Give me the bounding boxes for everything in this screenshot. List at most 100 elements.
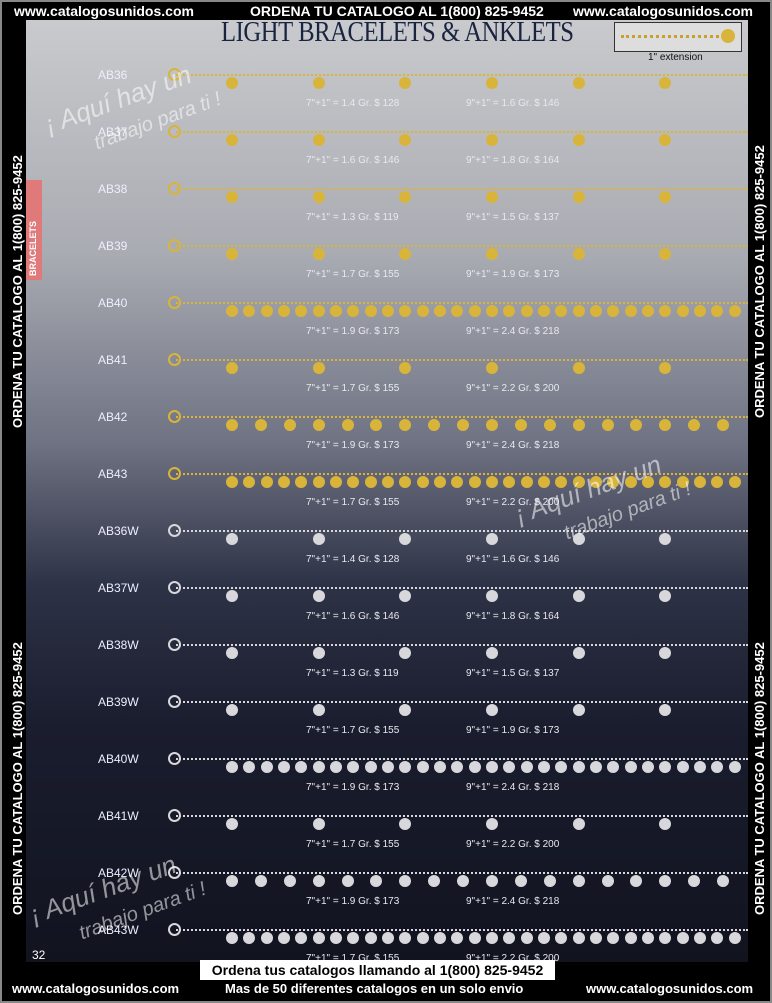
charm: [399, 932, 412, 944]
charm: [226, 134, 238, 146]
charm: [260, 932, 273, 944]
charm: [711, 476, 724, 488]
charm: [543, 875, 556, 887]
charm: [434, 476, 446, 488]
footer-site-left[interactable]: www.catalogosunidos.com: [12, 981, 180, 996]
product-code: AB43W: [98, 923, 139, 937]
price-7in: 7"+1" = 1.7 Gr. $ 155: [306, 269, 400, 280]
charm: [543, 419, 556, 431]
product-row: AB41 7"+1" = 1.7 Gr. $ 155 9"+1" = 2.2 G…: [26, 353, 748, 410]
charm: [728, 476, 741, 488]
product-row: AB40W 7"+1" = 1.9 Gr. $ 173 9"+1" = 2.4 …: [26, 752, 748, 809]
header-site-left[interactable]: www.catalogosunidos.com: [14, 3, 194, 19]
chain-image: [176, 644, 748, 646]
charm: [572, 533, 585, 545]
chain-image: [176, 416, 748, 418]
charm: [486, 818, 498, 830]
charm: [486, 134, 498, 146]
price-9in: 9"+1" = 2.2 Gr. $ 200: [466, 839, 560, 850]
charm: [295, 305, 308, 317]
charm: [659, 191, 672, 203]
charm: [382, 305, 394, 317]
price-9in: 9"+1" = 1.5 Gr. $ 137: [466, 668, 560, 679]
charm: [676, 305, 689, 317]
section-tab[interactable]: BRACELETS: [26, 180, 42, 280]
charm: [711, 305, 724, 317]
side-text-left-top: ORDENA TU CATALOGO AL 1(800) 825-9452: [10, 155, 25, 428]
charm: [399, 134, 412, 146]
price-7in: 7"+1" = 1.9 Gr. $ 173: [306, 326, 400, 337]
charm: [226, 647, 238, 659]
charm: [659, 590, 672, 602]
charm: [283, 419, 296, 431]
product-row: AB42W 7"+1" = 1.9 Gr. $ 173 9"+1" = 2.4 …: [26, 866, 748, 923]
charm: [399, 305, 412, 317]
charm: [572, 191, 585, 203]
charm: [514, 419, 527, 431]
charm: [555, 761, 568, 773]
product-row: AB38 7"+1" = 1.3 Gr. $ 119 9"+1" = 1.5 G…: [26, 182, 748, 239]
charm: [399, 875, 412, 887]
price-9in: 9"+1" = 2.2 Gr. $ 200: [466, 953, 560, 962]
charm: [312, 362, 325, 374]
product-code: AB39W: [98, 695, 139, 709]
product-row: AB37W 7"+1" = 1.6 Gr. $ 146 9"+1" = 1.8 …: [26, 581, 748, 638]
charm: [659, 704, 672, 716]
charm: [382, 761, 394, 773]
charm: [468, 476, 481, 488]
charm: [601, 875, 614, 887]
charm: [590, 932, 602, 944]
charm: [243, 476, 256, 488]
charm: [278, 476, 290, 488]
charm: [451, 761, 464, 773]
charm: [260, 761, 273, 773]
charm: [399, 476, 412, 488]
charm: [572, 647, 585, 659]
charm: [468, 932, 481, 944]
product-row: AB38W 7"+1" = 1.3 Gr. $ 119 9"+1" = 1.5 …: [26, 638, 748, 695]
charm: [468, 761, 481, 773]
charm: [659, 248, 672, 260]
charm: [312, 419, 325, 431]
footer-site-right[interactable]: www.catalogosunidos.com: [586, 981, 754, 996]
charm: [659, 932, 672, 944]
charm: [538, 932, 550, 944]
charm: [243, 932, 256, 944]
charm: [278, 932, 290, 944]
charm: [694, 476, 706, 488]
charm: [226, 305, 238, 317]
charm: [711, 761, 724, 773]
charm: [676, 761, 689, 773]
charm: [572, 134, 585, 146]
charm: [399, 419, 412, 431]
charm: [416, 932, 429, 944]
charm: [226, 590, 238, 602]
charm: [312, 77, 325, 89]
price-7in: 7"+1" = 1.9 Gr. $ 173: [306, 896, 400, 907]
price-7in: 7"+1" = 1.4 Gr. $ 128: [306, 98, 400, 109]
charm: [728, 305, 741, 317]
charm: [347, 305, 360, 317]
chain-image: [176, 929, 748, 931]
charm: [295, 932, 308, 944]
charm: [590, 761, 602, 773]
charm: [486, 704, 498, 716]
charm: [428, 419, 441, 431]
charm: [312, 704, 325, 716]
charm: [624, 476, 637, 488]
charm: [572, 362, 585, 374]
charm: [226, 248, 238, 260]
charm: [260, 305, 273, 317]
chain-image: [176, 530, 748, 532]
charm: [364, 761, 377, 773]
charm: [503, 761, 516, 773]
charm: [717, 875, 730, 887]
side-text-right-top: ORDENA TU CATALOGO AL 1(800) 825-9452: [752, 145, 767, 418]
chain-image: [176, 245, 748, 247]
charm: [370, 419, 383, 431]
product-row: AB39W 7"+1" = 1.7 Gr. $ 155 9"+1" = 1.9 …: [26, 695, 748, 752]
charm: [341, 419, 354, 431]
charm: [642, 305, 654, 317]
charm: [486, 590, 498, 602]
header-site-right[interactable]: www.catalogosunidos.com: [573, 3, 753, 19]
